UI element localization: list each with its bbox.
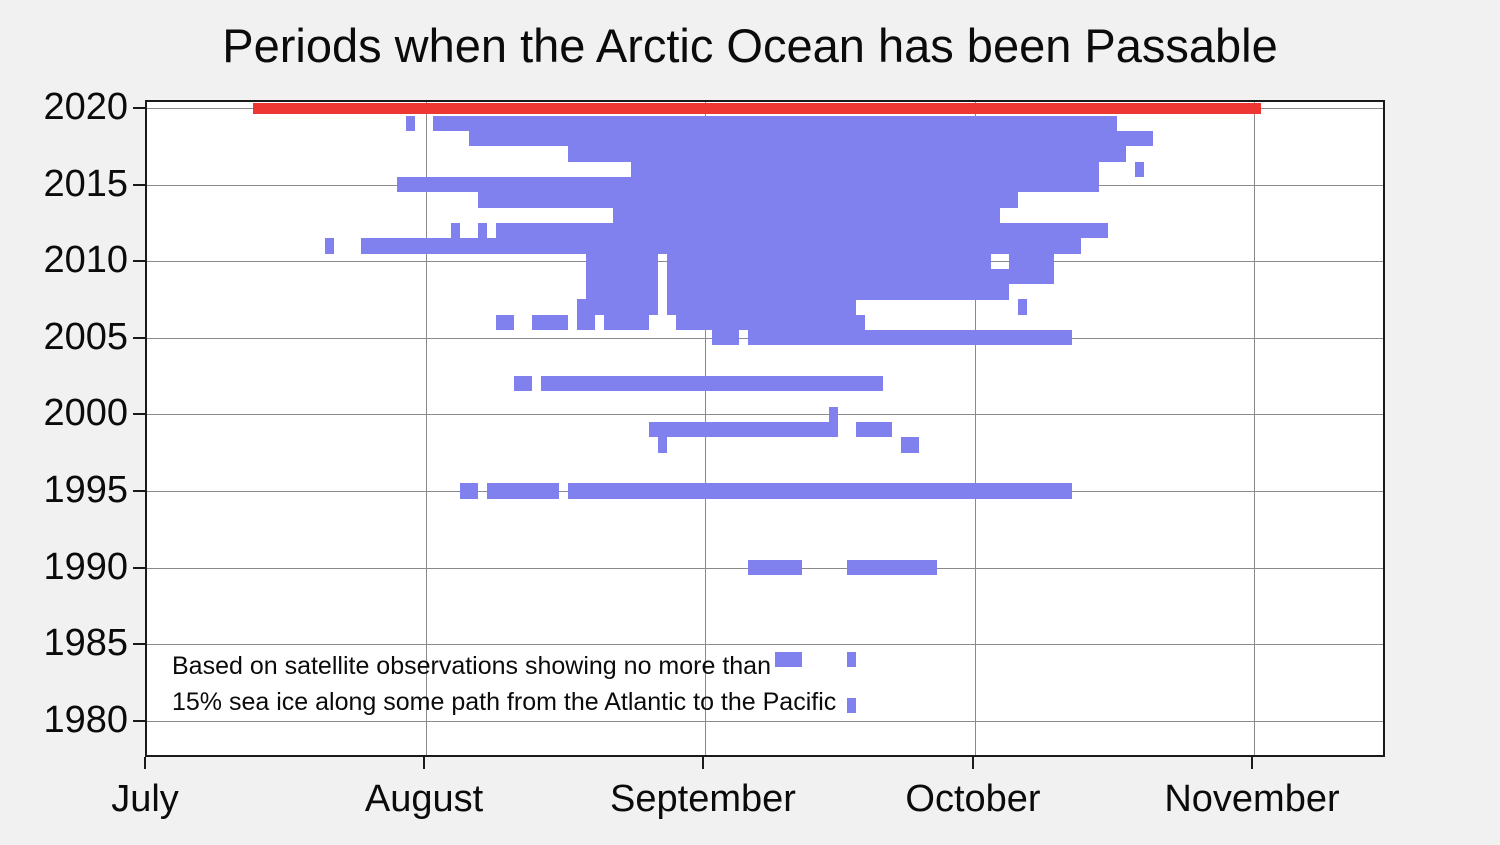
passable-bar-2006-4 — [676, 314, 865, 331]
year-gridline-1980 — [147, 720, 1383, 722]
x-tick-september — [702, 757, 704, 769]
passable-bar-1995-2 — [568, 483, 1072, 499]
passable-bar-2012-0 — [451, 222, 460, 239]
year-gridline-1985 — [147, 644, 1383, 646]
y-axis-label-2005: 2005 — [43, 315, 128, 358]
passable-bar-2008-0 — [586, 284, 658, 300]
passable-bar-2012-2 — [496, 222, 1108, 239]
passable-bar-1984-0 — [775, 651, 802, 668]
passable-bar-2016-1 — [1135, 161, 1144, 177]
passable-bar-2007-1 — [667, 299, 856, 315]
passable-bar-2010-0 — [586, 253, 658, 269]
passable-bar-2002-1 — [541, 376, 883, 392]
y-tick-1980 — [133, 719, 145, 722]
y-tick-2020 — [133, 107, 145, 109]
x-tick-october — [972, 757, 974, 769]
y-axis-label-1985: 1985 — [43, 622, 128, 665]
x-tick-august — [423, 757, 425, 769]
x-axis-label-october: October — [905, 778, 1041, 820]
month-gridline-november — [1254, 102, 1255, 755]
passable-bar-1984-1 — [847, 651, 856, 668]
x-axis-label-july: July — [111, 778, 179, 820]
x-axis-label-november: November — [1164, 778, 1340, 820]
passable-bar-2005-1 — [748, 330, 1072, 346]
passable-bar-2005-0 — [712, 330, 739, 346]
annotation-line-1: Based on satellite observations showing … — [172, 652, 771, 680]
passable-bar-1990-1 — [847, 559, 937, 576]
passable-bar-2002-0 — [514, 376, 532, 392]
passable-bar-1995-0 — [460, 483, 478, 499]
current-year-bar-2020-0 — [253, 102, 1261, 114]
passable-bar-2010-1 — [667, 253, 991, 269]
y-tick-2015 — [133, 183, 145, 186]
year-gridline-2000 — [147, 414, 1383, 416]
passable-bar-2019-0 — [406, 115, 415, 131]
passable-bar-2012-1 — [478, 222, 487, 239]
y-tick-2010 — [133, 260, 145, 263]
passable-bar-2017-0 — [568, 146, 1126, 162]
passable-bar-2011-0 — [325, 238, 334, 254]
y-tick-1990 — [133, 566, 145, 569]
chart-title: Periods when the Arctic Ocean has been P… — [222, 19, 1278, 72]
y-tick-2000 — [133, 413, 145, 416]
y-axis-label-1980: 1980 — [43, 698, 128, 741]
passable-bar-1999-1 — [856, 422, 892, 438]
passable-bar-2008-1 — [667, 284, 1009, 300]
y-tick-1995 — [133, 490, 145, 492]
annotation-text: Based on satellite observations showing … — [172, 648, 836, 720]
y-axis-label-2015: 2015 — [43, 162, 128, 205]
passable-bar-2006-1 — [532, 314, 568, 331]
passable-bar-1981-0 — [847, 697, 856, 714]
passable-bar-2006-0 — [496, 314, 514, 331]
passable-bar-2013-0 — [613, 207, 1000, 223]
month-gridline-august — [426, 102, 427, 755]
passable-bar-2014-0 — [478, 192, 1018, 208]
passable-bar-2007-0 — [577, 299, 658, 315]
y-tick-2005 — [133, 336, 145, 339]
passable-bar-2015-0 — [397, 176, 1099, 193]
passable-bar-2009-0 — [586, 268, 658, 285]
passable-bar-2007-2 — [1018, 299, 1027, 315]
passable-bar-2006-2 — [577, 314, 595, 331]
month-gridline-october — [975, 102, 976, 755]
passable-bar-2000-0 — [829, 406, 838, 423]
annotation-line-2: 15% sea ice along some path from the Atl… — [172, 688, 837, 716]
passable-bar-2010-2 — [1009, 253, 1054, 269]
plot-area — [145, 100, 1385, 757]
y-axis-label-2010: 2010 — [43, 239, 128, 282]
passable-bar-1999-0 — [649, 422, 838, 438]
passable-bar-1998-1 — [901, 437, 919, 453]
passable-bar-2006-3 — [604, 314, 649, 331]
passable-bar-1998-0 — [658, 437, 667, 453]
passable-bar-2018-0 — [469, 130, 1153, 147]
passable-bar-1995-1 — [487, 483, 559, 499]
y-axis-label-1995: 1995 — [43, 469, 128, 511]
x-axis-label-august: August — [364, 778, 484, 820]
passable-bar-2011-1 — [361, 238, 1081, 254]
y-axis-label-1990: 1990 — [43, 545, 128, 588]
y-axis-label-2000: 2000 — [43, 392, 128, 435]
y-tick-1985 — [133, 643, 145, 646]
passable-bar-2009-1 — [667, 268, 1054, 285]
passable-bar-2016-0 — [631, 161, 1099, 177]
x-axis-label-september: September — [610, 778, 796, 820]
x-tick-november — [1251, 757, 1253, 769]
passable-bar-2019-1 — [433, 115, 1117, 131]
x-tick-july — [144, 757, 146, 769]
passable-bar-1990-0 — [748, 559, 802, 576]
y-axis-label-2020: 2020 — [43, 86, 128, 128]
